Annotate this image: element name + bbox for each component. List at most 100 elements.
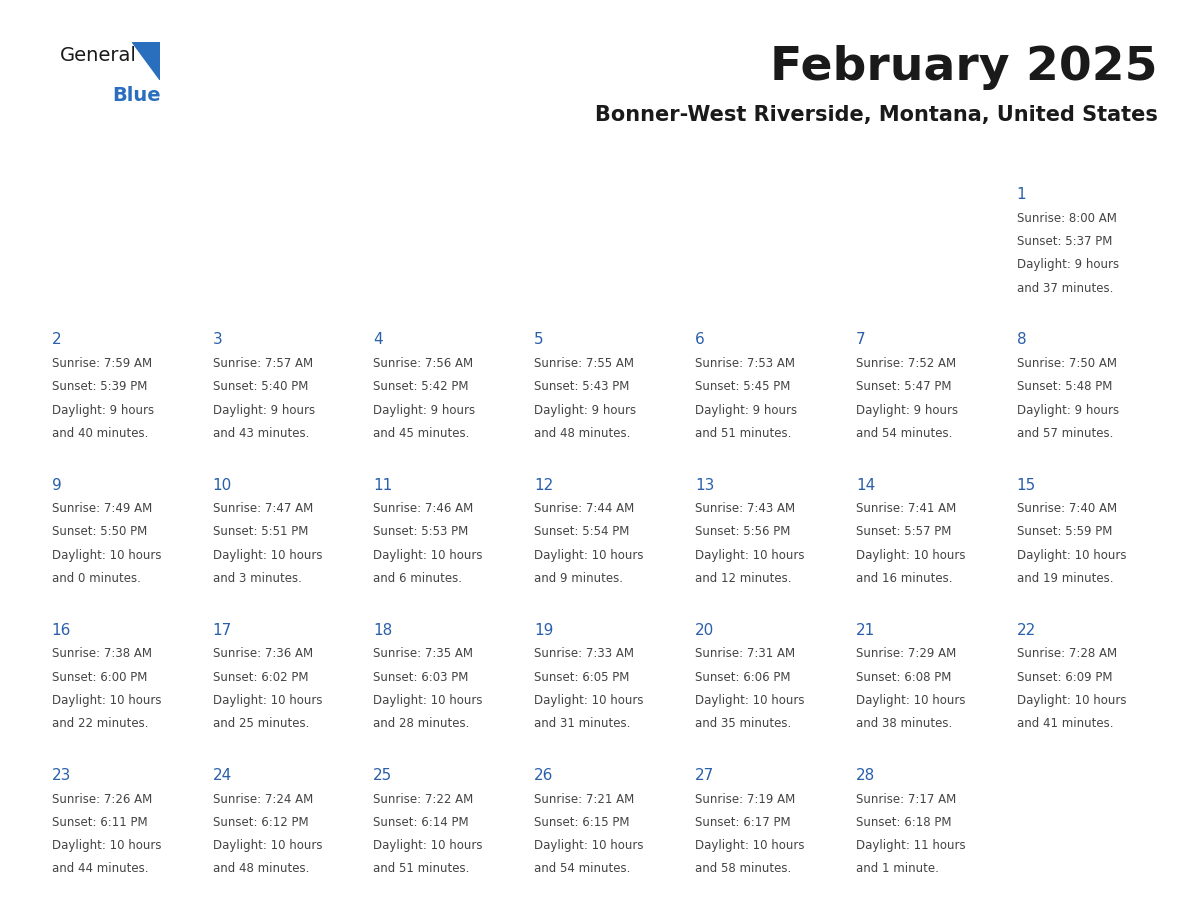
Text: 12: 12	[535, 477, 554, 493]
Text: 27: 27	[695, 768, 714, 783]
Text: and 43 minutes.: and 43 minutes.	[213, 427, 309, 440]
Text: Daylight: 10 hours: Daylight: 10 hours	[855, 694, 966, 707]
Text: 6: 6	[695, 332, 704, 347]
Text: Sunset: 6:12 PM: Sunset: 6:12 PM	[213, 816, 308, 829]
Text: Daylight: 10 hours: Daylight: 10 hours	[213, 839, 322, 852]
Text: Sunset: 5:56 PM: Sunset: 5:56 PM	[695, 525, 790, 539]
Text: and 31 minutes.: and 31 minutes.	[535, 717, 631, 730]
Text: Sunset: 6:03 PM: Sunset: 6:03 PM	[373, 671, 469, 684]
Text: 16: 16	[51, 622, 71, 638]
Text: 11: 11	[373, 477, 392, 493]
Text: Daylight: 10 hours: Daylight: 10 hours	[213, 694, 322, 707]
Text: and 38 minutes.: and 38 minutes.	[855, 717, 953, 730]
Text: 18: 18	[373, 622, 392, 638]
Text: Sunset: 6:17 PM: Sunset: 6:17 PM	[695, 816, 791, 829]
Polygon shape	[132, 42, 160, 80]
Text: and 54 minutes.: and 54 minutes.	[535, 862, 631, 876]
Text: Sunrise: 7:44 AM: Sunrise: 7:44 AM	[535, 502, 634, 515]
Text: and 28 minutes.: and 28 minutes.	[373, 717, 469, 730]
Text: 1: 1	[1017, 187, 1026, 202]
Text: Sunset: 5:51 PM: Sunset: 5:51 PM	[213, 525, 308, 539]
Text: Sunrise: 7:47 AM: Sunrise: 7:47 AM	[213, 502, 312, 515]
Text: Daylight: 10 hours: Daylight: 10 hours	[373, 694, 482, 707]
Text: 13: 13	[695, 477, 714, 493]
Text: Sunrise: 7:17 AM: Sunrise: 7:17 AM	[855, 792, 956, 806]
Text: 9: 9	[51, 477, 62, 493]
Text: Sunrise: 7:36 AM: Sunrise: 7:36 AM	[213, 647, 312, 660]
Text: Sunrise: 7:40 AM: Sunrise: 7:40 AM	[1017, 502, 1117, 515]
Text: 8: 8	[1017, 332, 1026, 347]
Text: Sunrise: 7:59 AM: Sunrise: 7:59 AM	[51, 357, 152, 370]
Text: Sunset: 6:14 PM: Sunset: 6:14 PM	[373, 816, 469, 829]
Text: Sunset: 6:00 PM: Sunset: 6:00 PM	[51, 671, 147, 684]
Text: Daylight: 10 hours: Daylight: 10 hours	[51, 694, 162, 707]
Text: Daylight: 10 hours: Daylight: 10 hours	[535, 839, 644, 852]
Text: Daylight: 10 hours: Daylight: 10 hours	[51, 839, 162, 852]
Text: Sunrise: 7:49 AM: Sunrise: 7:49 AM	[51, 502, 152, 515]
Text: Sunrise: 7:46 AM: Sunrise: 7:46 AM	[373, 502, 474, 515]
Text: and 41 minutes.: and 41 minutes.	[1017, 717, 1113, 730]
Text: 17: 17	[213, 622, 232, 638]
Text: Sunset: 5:57 PM: Sunset: 5:57 PM	[855, 525, 952, 539]
Text: Sunrise: 7:24 AM: Sunrise: 7:24 AM	[213, 792, 312, 806]
Text: Daylight: 10 hours: Daylight: 10 hours	[695, 839, 804, 852]
Text: Sunrise: 7:55 AM: Sunrise: 7:55 AM	[535, 357, 634, 370]
Text: Sunset: 5:39 PM: Sunset: 5:39 PM	[51, 380, 147, 393]
Text: Daylight: 10 hours: Daylight: 10 hours	[535, 549, 644, 562]
Text: Bonner-West Riverside, Montana, United States: Bonner-West Riverside, Montana, United S…	[595, 105, 1158, 125]
Text: and 57 minutes.: and 57 minutes.	[1017, 427, 1113, 440]
Text: Sunset: 6:02 PM: Sunset: 6:02 PM	[213, 671, 308, 684]
Text: Daylight: 9 hours: Daylight: 9 hours	[855, 404, 958, 417]
Text: Sunset: 6:06 PM: Sunset: 6:06 PM	[695, 671, 790, 684]
Text: Tuesday: Tuesday	[375, 153, 444, 169]
Text: and 45 minutes.: and 45 minutes.	[373, 427, 469, 440]
Text: 19: 19	[535, 622, 554, 638]
Text: and 1 minute.: and 1 minute.	[855, 862, 939, 876]
Text: Sunrise: 7:43 AM: Sunrise: 7:43 AM	[695, 502, 795, 515]
Text: Sunrise: 7:26 AM: Sunrise: 7:26 AM	[51, 792, 152, 806]
Text: Sunrise: 7:57 AM: Sunrise: 7:57 AM	[213, 357, 312, 370]
Text: Sunrise: 7:50 AM: Sunrise: 7:50 AM	[1017, 357, 1117, 370]
Text: Sunset: 6:05 PM: Sunset: 6:05 PM	[535, 671, 630, 684]
Text: Sunset: 5:59 PM: Sunset: 5:59 PM	[1017, 525, 1112, 539]
Text: Blue: Blue	[112, 86, 160, 105]
Text: Sunset: 5:54 PM: Sunset: 5:54 PM	[535, 525, 630, 539]
Text: Sunset: 5:50 PM: Sunset: 5:50 PM	[51, 525, 147, 539]
Text: Sunrise: 8:00 AM: Sunrise: 8:00 AM	[1017, 212, 1117, 225]
Text: 24: 24	[213, 768, 232, 783]
Text: 26: 26	[535, 768, 554, 783]
Text: Daylight: 10 hours: Daylight: 10 hours	[213, 549, 322, 562]
Text: General: General	[61, 46, 137, 65]
Text: 22: 22	[1017, 622, 1036, 638]
Text: Daylight: 10 hours: Daylight: 10 hours	[535, 694, 644, 707]
Text: Sunrise: 7:33 AM: Sunrise: 7:33 AM	[535, 647, 634, 660]
Text: Daylight: 10 hours: Daylight: 10 hours	[373, 839, 482, 852]
Text: Daylight: 10 hours: Daylight: 10 hours	[855, 549, 966, 562]
Text: Daylight: 9 hours: Daylight: 9 hours	[535, 404, 637, 417]
Text: Sunrise: 7:19 AM: Sunrise: 7:19 AM	[695, 792, 795, 806]
Text: Daylight: 9 hours: Daylight: 9 hours	[1017, 258, 1119, 272]
Text: and 3 minutes.: and 3 minutes.	[213, 572, 302, 585]
Text: Sunrise: 7:22 AM: Sunrise: 7:22 AM	[373, 792, 474, 806]
Text: 28: 28	[855, 768, 876, 783]
Text: Daylight: 11 hours: Daylight: 11 hours	[855, 839, 966, 852]
Text: Saturday: Saturday	[1018, 153, 1095, 169]
Text: February 2025: February 2025	[771, 45, 1158, 90]
Text: Sunset: 5:43 PM: Sunset: 5:43 PM	[535, 380, 630, 393]
Text: Daylight: 10 hours: Daylight: 10 hours	[695, 694, 804, 707]
Text: Daylight: 10 hours: Daylight: 10 hours	[51, 549, 162, 562]
Text: Sunrise: 7:29 AM: Sunrise: 7:29 AM	[855, 647, 956, 660]
Text: Sunrise: 7:38 AM: Sunrise: 7:38 AM	[51, 647, 152, 660]
Text: 14: 14	[855, 477, 876, 493]
Text: Sunrise: 7:53 AM: Sunrise: 7:53 AM	[695, 357, 795, 370]
Text: Thursday: Thursday	[696, 153, 776, 169]
Text: Daylight: 9 hours: Daylight: 9 hours	[213, 404, 315, 417]
Text: and 6 minutes.: and 6 minutes.	[373, 572, 462, 585]
Text: Sunset: 6:15 PM: Sunset: 6:15 PM	[535, 816, 630, 829]
Text: 25: 25	[373, 768, 392, 783]
Text: and 25 minutes.: and 25 minutes.	[213, 717, 309, 730]
Text: Wednesday: Wednesday	[536, 153, 634, 169]
Text: 15: 15	[1017, 477, 1036, 493]
Text: 20: 20	[695, 622, 714, 638]
Text: and 12 minutes.: and 12 minutes.	[695, 572, 791, 585]
